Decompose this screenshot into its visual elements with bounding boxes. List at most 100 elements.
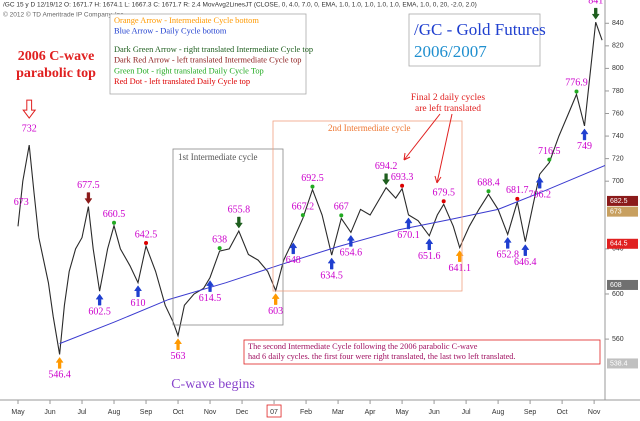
y-tick-label: 720 [612,155,624,162]
annotation: are left translated [415,103,481,114]
point-label: 841 [588,0,603,6]
x-tick-label: May [11,409,25,416]
y-tick-label: 600 [612,291,624,298]
point-label: 641.1 [448,263,471,274]
cycle-arrow [404,217,413,230]
x-tick-label: Jun [44,409,55,416]
chart-subtitle: 2006/2007 [414,42,487,61]
legend-note: Dark Green Arrow - right translated Inte… [114,45,313,54]
cycle-arrow [346,234,355,247]
x-tick-label: Feb [300,409,312,416]
axes: 560 600 640 700 720 740 760 780 800 820 840 682.5 67… [11,20,638,418]
point-label: 652.8 [496,250,519,261]
point-label: 667 [334,202,349,213]
summary: had 6 daily cycles. the first four were … [248,352,516,361]
annotation: 2006 C-wave [18,49,95,64]
cycle-arrow [55,356,64,369]
summary: The second Intermediate Cycle following … [248,342,478,351]
cycle-arrow [174,338,183,350]
cycle-arrow [382,173,391,186]
point-label: 646.4 [514,257,537,268]
legend-box [109,13,307,95]
x-tick-label: Jul [78,409,87,416]
point-label: 749 [577,141,592,152]
annotation: C-wave begins [171,377,255,392]
cycle-arrow [289,242,298,255]
point-label: 602.5 [88,306,111,317]
price-flag-label: 682.5 [610,198,628,205]
x-tick-label: Nov [204,409,217,416]
y-tick-label: 560 [612,336,624,343]
annotation: Final 2 daily cycles [411,93,485,103]
cycle-arrow [234,216,243,229]
y-tick-label: 760 [612,110,624,117]
cycle-dot [547,157,552,162]
box-label: 1st Intermediate cycle [178,152,257,162]
price-flag [607,195,638,206]
point-label: 692.5 [301,173,324,184]
point-label: 677.5 [77,180,100,191]
x-tick-label: Apr [365,409,377,416]
point-label: 614.5 [199,293,222,304]
cycle-arrow [535,176,544,189]
price-flag [607,358,638,369]
x-tick-label: May [395,409,409,416]
point-label: 688.4 [477,178,500,189]
cycle-arrow [95,293,104,306]
legend: Orange Arrow - Intermediate Cycle bottom… [114,16,313,86]
price-flag-label: 608 [610,282,622,289]
point-label: 655.8 [228,204,251,215]
header: /GC 15 y D 12/19/12 O: 1671.7 H: 1674.1 … [3,2,477,9]
summary-box [243,339,601,365]
point-label: 670.1 [397,230,420,241]
x-tick-label: Aug [492,409,505,416]
cycle-arrow [327,257,336,270]
cycle-arrow [580,128,589,141]
legend-note: Orange Arrow - Intermediate Cycle bottom [114,16,259,25]
y-tick-label: 640 [612,246,624,253]
y-tick-label: 780 [612,88,624,95]
point-label: 642.5 [135,229,158,240]
cycle-arrow [591,7,600,20]
box-label: 2nd Intermediate cycle [328,123,410,133]
cycle-dot [486,189,491,194]
point-label: 546.4 [48,370,71,381]
x-tick-label: Jun [428,409,439,416]
y-tick-label: 700 [612,178,624,185]
point-label: 610 [131,298,146,309]
cycle-dot [217,246,222,251]
moving-average-line [59,164,605,345]
point-label: 660.5 [103,209,126,220]
x-tick-label: Aug [108,409,121,416]
point-label: 654.6 [340,248,363,259]
point-label: 706.2 [528,189,551,200]
x-tick-label: 07 [270,409,278,416]
point-label: 634.5 [320,270,343,281]
y-tick-label: 820 [612,43,624,50]
price-flag [607,279,638,290]
x-tick-label: Jul [462,409,471,416]
cycle-dot [574,89,579,94]
point-label: 776.9 [565,78,588,89]
point-label: 716.5 [538,146,561,157]
chart-title: /GC - Gold Futures [414,20,546,39]
cycle-arrow [22,99,37,119]
legend-note: Red Dot - left translated Daily Cycle to… [114,77,250,86]
cycle-arrow [503,236,512,249]
cycle-dot [339,213,344,218]
cycle-arrow [84,192,93,204]
y-tick-label: 740 [612,133,624,140]
x-tick-label: Oct [173,409,184,416]
point-label: 681.7 [506,185,529,196]
price-flag-label: 673 [610,208,622,215]
x-tick-label: Dec [236,409,249,416]
point-label: 667.2 [292,201,315,212]
price-flag-label: 538.4 [610,360,628,367]
cycle-dot [310,184,315,189]
point-label: 638 [212,234,227,245]
point-label: 732 [22,123,37,134]
point-label: 648 [286,255,301,266]
point-label: 679.5 [432,188,455,199]
annotation-arrow [403,113,453,184]
